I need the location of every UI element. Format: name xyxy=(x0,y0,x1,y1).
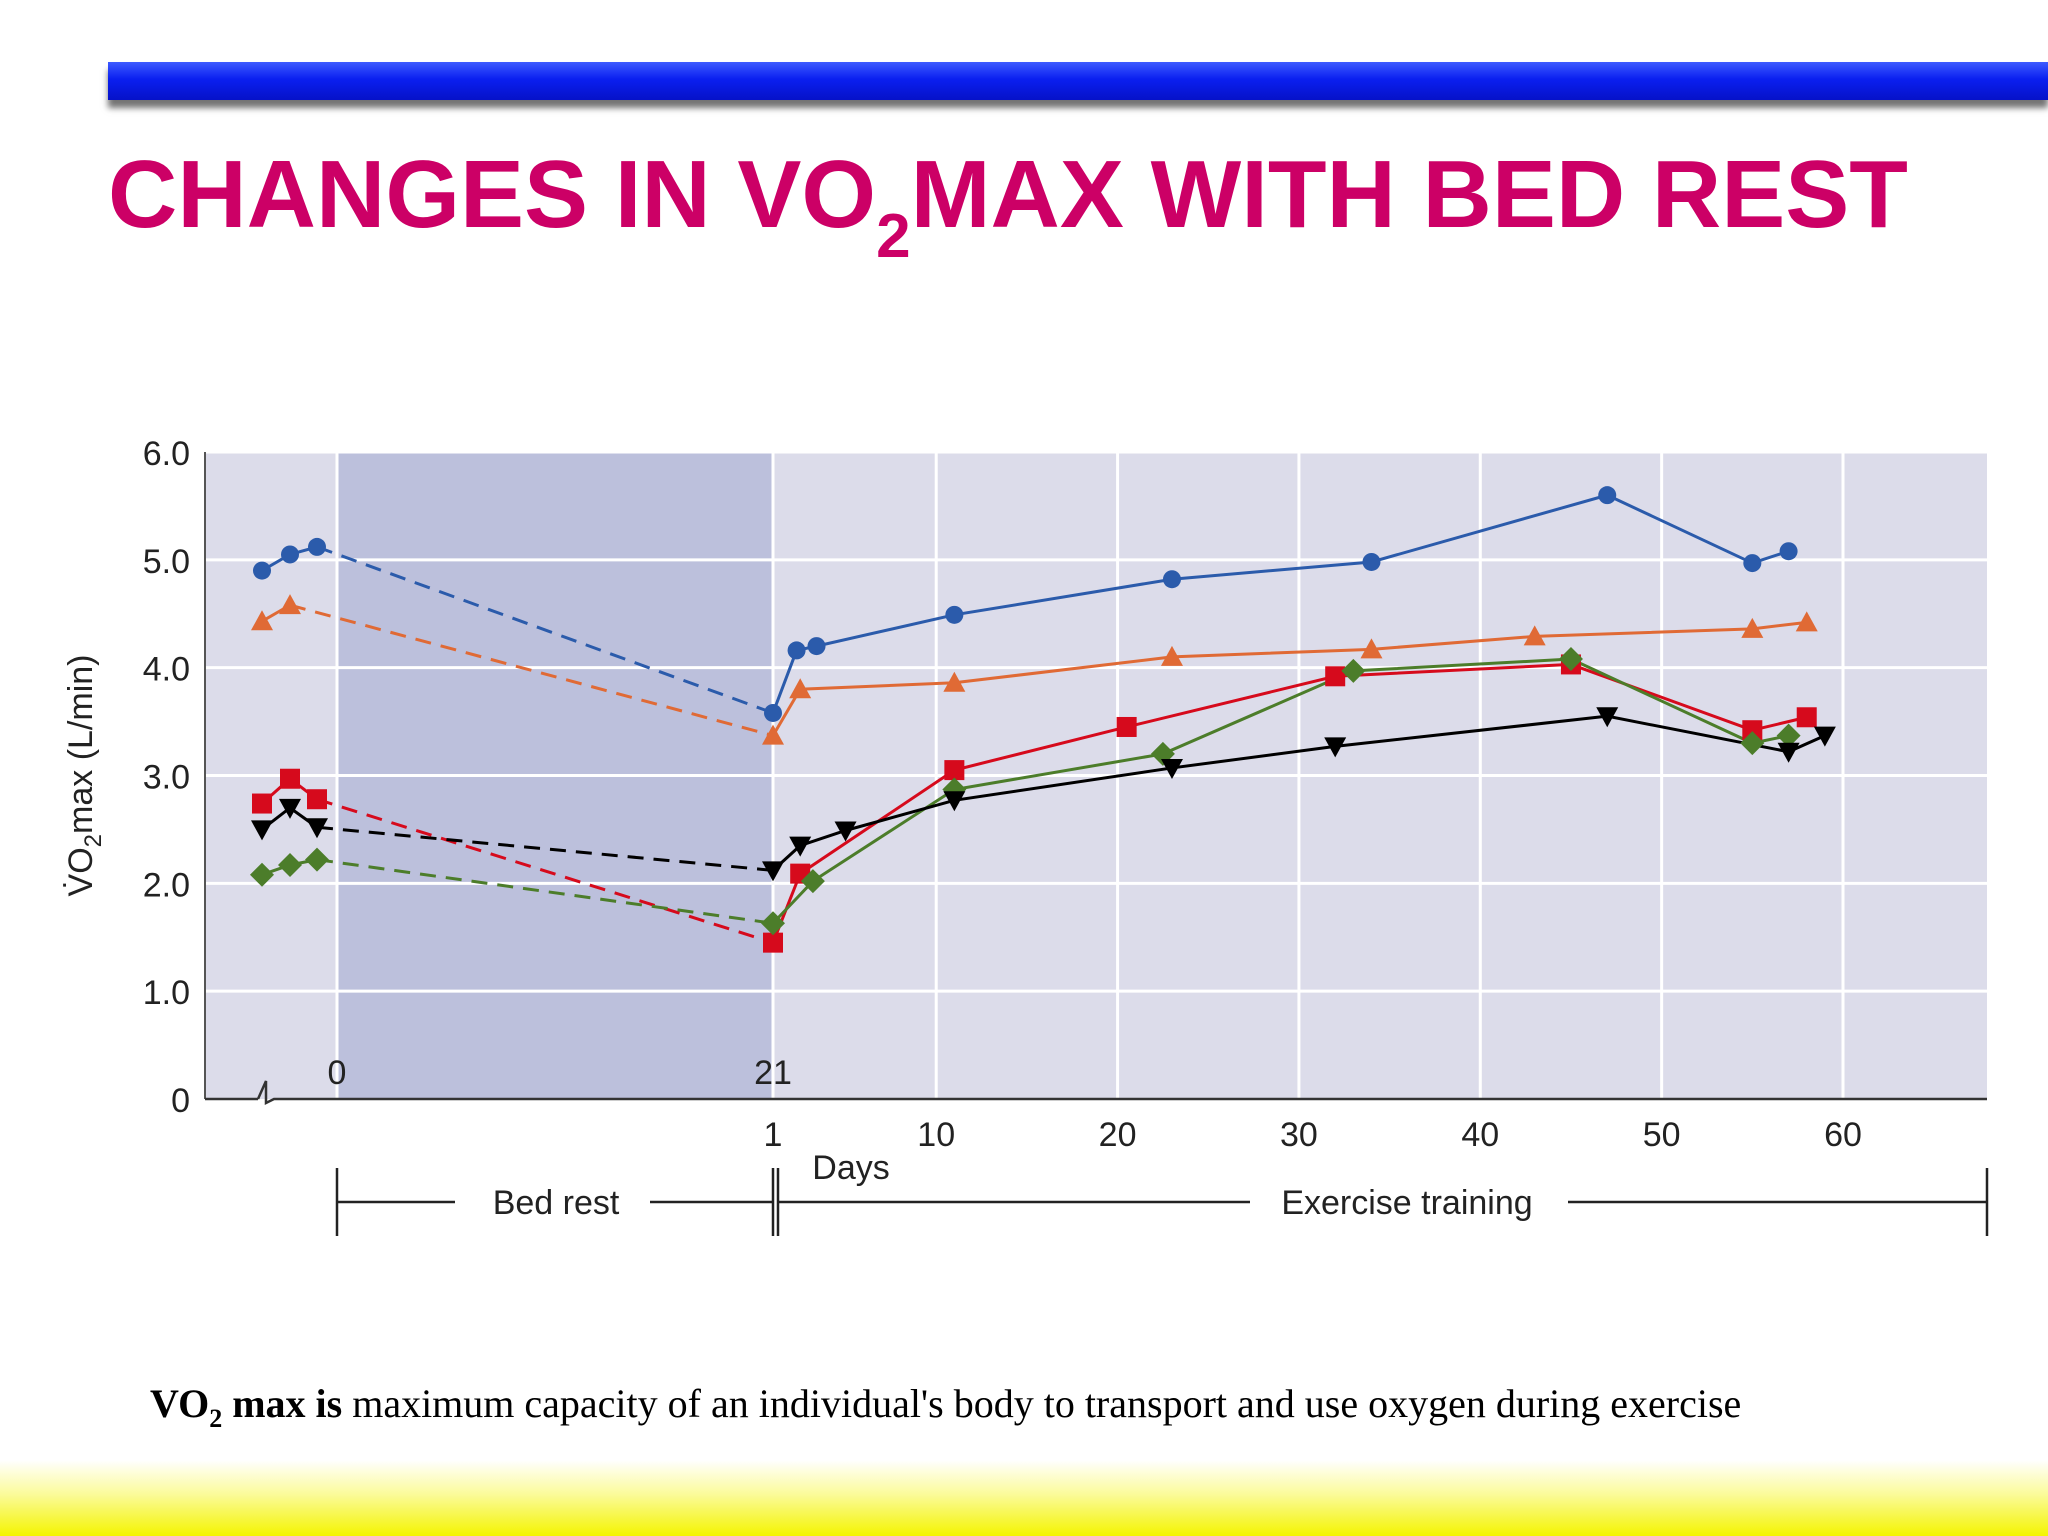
series-line-training xyxy=(771,657,1789,925)
caption-term: VO xyxy=(150,1381,210,1426)
data-point-circle xyxy=(1162,570,1181,589)
x-tick-label: 30 xyxy=(1280,1116,1318,1154)
data-point-triangle-up xyxy=(1523,625,1546,646)
data-point-triangle-down xyxy=(251,820,273,841)
caption-definition: maximum capacity of an individual's body… xyxy=(342,1381,1742,1426)
title-text-rest: MAX WITH BED REST xyxy=(910,141,1908,248)
data-point-circle xyxy=(764,703,782,722)
data-point-triangle-down xyxy=(762,861,784,882)
data-point-diamond xyxy=(800,869,825,894)
bottom-yellow-band xyxy=(0,1460,2048,1536)
x-tick-label: 40 xyxy=(1461,1116,1499,1154)
series-line-bed-rest xyxy=(289,603,774,738)
data-point-triangle-down xyxy=(1160,758,1183,779)
data-point-diamond xyxy=(1776,723,1801,748)
data-point-triangle-up xyxy=(943,671,966,692)
bed-rest-day-label: 0 xyxy=(328,1054,347,1092)
data-point-square xyxy=(1742,720,1763,741)
x-tick-label: 60 xyxy=(1824,1116,1862,1154)
data-point-square xyxy=(1796,707,1817,728)
vo2max-chart: 0 1.0 2.0 3.0 4.0 5.0 6.0 0 21 1 10 20 30 40 50 60 Days V… xyxy=(62,435,1989,1236)
data-point-circle xyxy=(1743,554,1762,573)
data-point-triangle-up xyxy=(279,594,301,615)
caption-term-rest: max is xyxy=(222,1381,343,1426)
title-text: CHANGES IN VO xyxy=(108,141,877,248)
caption-subscript: 2 xyxy=(209,1404,223,1433)
data-point-triangle-down xyxy=(1596,707,1619,728)
x-tick-label: 20 xyxy=(1099,1116,1137,1154)
series-line-training xyxy=(771,620,1807,737)
data-point-triangle-down xyxy=(789,836,812,857)
data-point-circle xyxy=(787,641,806,660)
data-point-triangle-up xyxy=(1795,611,1818,632)
data-point-diamond xyxy=(1341,658,1366,683)
data-point-square xyxy=(944,760,965,781)
slide-caption: VO2 max is maximum capacity of an indivi… xyxy=(150,1380,2048,1433)
data-point-triangle-up xyxy=(789,678,812,699)
y-tick-label: 4.0 xyxy=(143,651,190,689)
x-tick-label: 50 xyxy=(1643,1116,1681,1154)
data-point-triangle-down xyxy=(1777,742,1800,763)
data-point-circle xyxy=(281,545,299,564)
data-point-circle xyxy=(1598,486,1617,505)
data-point-triangle-up xyxy=(251,610,273,631)
data-point-triangle-down xyxy=(279,798,301,819)
data-point-square xyxy=(763,932,783,953)
data-point-diamond xyxy=(1150,741,1175,766)
data-point-square xyxy=(307,789,327,810)
data-point-diamond xyxy=(1558,647,1583,672)
data-point-square xyxy=(252,793,272,814)
data-point-circle xyxy=(1779,542,1798,561)
y-tick-label: 3.0 xyxy=(143,759,190,797)
data-point-diamond xyxy=(278,853,302,878)
data-point-triangle-up xyxy=(762,724,784,745)
series-line-bed-rest xyxy=(316,797,774,945)
data-point-triangle-down xyxy=(306,818,328,839)
y-tick-label: 5.0 xyxy=(143,543,190,581)
data-point-circle xyxy=(253,561,271,580)
y-tick-label: 1.0 xyxy=(143,974,190,1012)
data-point-diamond xyxy=(250,862,274,887)
data-point-square xyxy=(1325,666,1346,687)
data-point-circle xyxy=(308,537,326,556)
data-point-circle xyxy=(807,637,826,656)
y-axis-title: V̇O2max (L/min) xyxy=(62,655,107,897)
slide-title: CHANGES IN VO2MAX WITH BED REST xyxy=(108,140,1908,271)
data-point-square xyxy=(280,768,300,789)
data-point-diamond xyxy=(1740,731,1765,756)
series-line-training xyxy=(771,662,1808,944)
phase-label-bed-rest: Bed rest xyxy=(493,1184,620,1222)
phase-label-exercise-training: Exercise training xyxy=(1281,1184,1532,1222)
y-tick-label: 2.0 xyxy=(143,866,190,904)
data-point-diamond xyxy=(761,911,785,936)
bed-rest-day-label: 21 xyxy=(754,1054,792,1092)
data-point-square xyxy=(1116,716,1137,737)
data-point-triangle-up xyxy=(1160,645,1183,666)
data-point-triangle-down xyxy=(943,791,966,812)
y-tick-label: 0 xyxy=(171,1082,190,1120)
x-tick-label: 10 xyxy=(917,1116,955,1154)
x-tick-label: 1 xyxy=(764,1116,783,1154)
data-point-circle xyxy=(1362,552,1381,571)
data-point-triangle-down xyxy=(1324,737,1347,758)
data-point-triangle-up xyxy=(1360,638,1383,659)
data-point-triangle-down xyxy=(1813,726,1836,747)
data-point-triangle-down xyxy=(834,821,857,842)
top-banner-bar xyxy=(108,62,2048,100)
title-subscript: 2 xyxy=(876,202,911,271)
x-axis-line-with-break xyxy=(205,1080,1987,1106)
data-point-triangle-up xyxy=(1741,617,1764,638)
y-tick-label: 6.0 xyxy=(143,435,190,473)
data-point-circle xyxy=(945,605,964,624)
data-point-diamond xyxy=(305,847,329,872)
series-line-bed-rest xyxy=(316,545,774,715)
x-axis-title: Days xyxy=(812,1149,889,1187)
